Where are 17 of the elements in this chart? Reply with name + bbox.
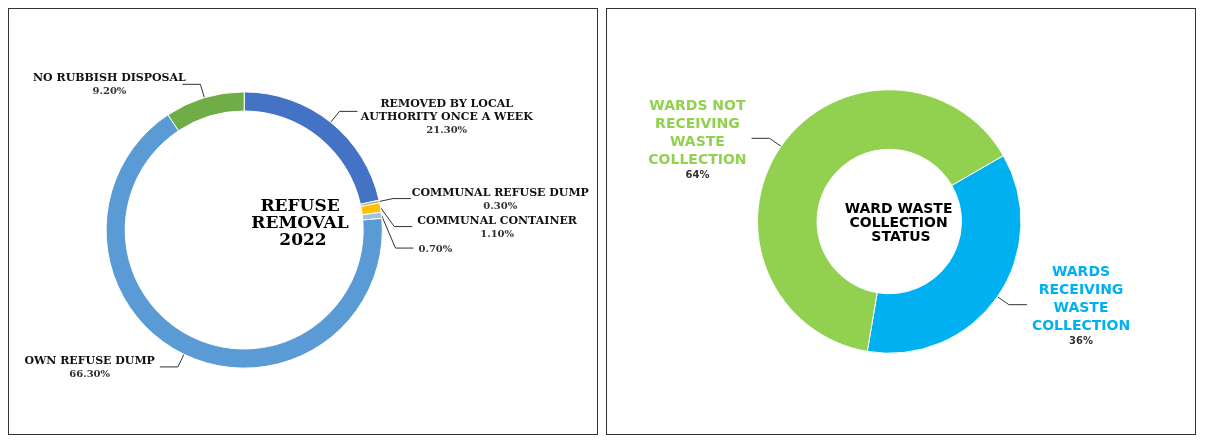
- data-label: 0.70%: [418, 242, 453, 254]
- slice-label: NO RUBBISH DISPOSAL: [33, 71, 187, 85]
- slice-label: REMOVED BY LOCAL AUTHORITY ONCE A WEEK: [359, 97, 534, 124]
- slice-label: COMMUNAL REFUSE DUMP: [411, 185, 589, 199]
- slice-label: OWN REFUSE DUMP: [24, 353, 155, 367]
- slice-label: WARDS NOT RECEIVING WASTE COLLECTION: [648, 96, 747, 167]
- data-label: 9.20%: [92, 85, 127, 97]
- slice-label: WARDS RECEIVING WASTE COLLECTION: [1031, 263, 1131, 334]
- text: REFUSE REMOVAL 2022: [251, 194, 355, 249]
- data-label: 21.30%: [426, 124, 468, 136]
- data-label: 0.30%: [483, 199, 518, 211]
- data-label: 64%: [685, 168, 710, 180]
- slice-label: COMMUNAL CONTAINER: [417, 213, 578, 227]
- data-label: 66.30%: [69, 367, 111, 379]
- data-label: 36%: [1069, 335, 1094, 347]
- data-label: 1.10%: [480, 227, 515, 239]
- text: WARD WASTE COLLECTION STATUS: [844, 199, 958, 244]
